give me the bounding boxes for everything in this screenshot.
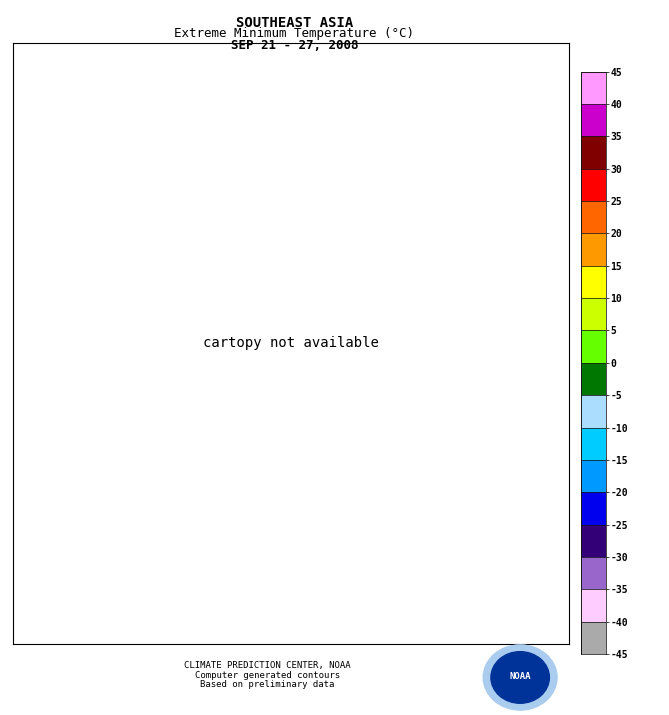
Text: SOUTHEAST ASIA: SOUTHEAST ASIA <box>235 16 353 30</box>
Text: NOAA: NOAA <box>509 671 531 681</box>
Text: Based on preliminary data: Based on preliminary data <box>201 680 334 689</box>
Bar <box>581 622 606 654</box>
Text: cartopy not available: cartopy not available <box>203 336 379 350</box>
Bar <box>581 169 606 201</box>
Bar <box>581 395 606 428</box>
Bar <box>581 557 606 589</box>
Bar <box>581 493 606 525</box>
Bar <box>581 72 606 104</box>
Text: CLIMATE PREDICTION CENTER, NOAA: CLIMATE PREDICTION CENTER, NOAA <box>184 661 351 671</box>
Bar <box>581 428 606 460</box>
Bar <box>581 298 606 330</box>
Bar <box>581 266 606 298</box>
Bar <box>581 201 606 233</box>
Bar <box>581 525 606 557</box>
Bar <box>581 363 606 395</box>
Text: Computer generated contours: Computer generated contours <box>195 671 340 680</box>
Bar <box>581 233 606 266</box>
Bar <box>581 137 606 169</box>
Bar <box>581 622 606 654</box>
Bar <box>581 104 606 137</box>
Text: SEP 21 - 27, 2008: SEP 21 - 27, 2008 <box>231 39 358 52</box>
Bar <box>581 330 606 363</box>
Circle shape <box>491 651 549 704</box>
Text: Extreme Minimum Temperature (°C): Extreme Minimum Temperature (°C) <box>175 27 414 40</box>
Circle shape <box>483 645 557 710</box>
Bar <box>581 460 606 493</box>
Bar <box>581 589 606 622</box>
